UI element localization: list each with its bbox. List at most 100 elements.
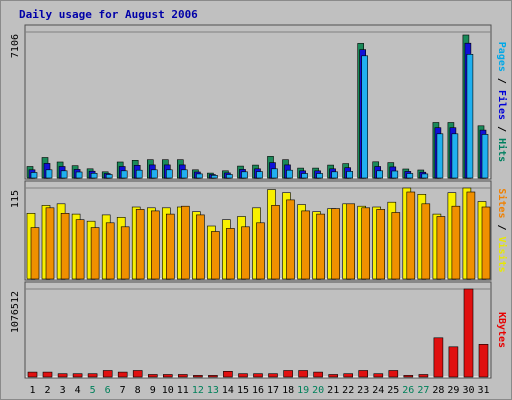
bar-visits-sites-20 bbox=[316, 213, 325, 280]
bar-kbytes-kbytes-30 bbox=[463, 288, 474, 378]
bar-visits-sites-24 bbox=[376, 209, 386, 280]
panel-visits-legend: Sites / Visits bbox=[496, 188, 508, 272]
bar-hits-pages-22 bbox=[346, 171, 354, 179]
x-tick-31: 31 bbox=[477, 385, 489, 396]
bar-visits-sites-30 bbox=[466, 191, 476, 280]
bar-kbytes-kbytes-6 bbox=[102, 370, 113, 378]
bar-kbytes-kbytes-12 bbox=[193, 375, 203, 378]
bar-visits-sites-2 bbox=[45, 207, 55, 280]
x-tick-10: 10 bbox=[162, 385, 174, 396]
bar-hits-pages-10 bbox=[166, 169, 173, 179]
bar-hits-pages-9 bbox=[151, 169, 158, 179]
bar-visits-sites-12 bbox=[196, 214, 205, 280]
bar-hits-pages-20 bbox=[316, 173, 323, 179]
x-tick-20: 20 bbox=[312, 385, 324, 396]
x-tick-11: 11 bbox=[177, 385, 189, 396]
bar-visits-sites-28 bbox=[436, 216, 446, 280]
x-tick-5: 5 bbox=[90, 385, 96, 396]
bar-visits-sites-22 bbox=[346, 203, 356, 280]
bar-hits-pages-13 bbox=[211, 175, 218, 179]
bar-kbytes-kbytes-31 bbox=[478, 343, 489, 378]
bar-visits-sites-23 bbox=[361, 207, 371, 280]
x-tick-2: 2 bbox=[44, 385, 50, 396]
bar-visits-sites-10 bbox=[166, 213, 175, 280]
bar-visits-sites-7 bbox=[120, 226, 130, 280]
bar-kbytes-kbytes-21 bbox=[328, 374, 339, 378]
bar-kbytes-kbytes-27 bbox=[418, 374, 429, 378]
x-tick-15: 15 bbox=[237, 385, 249, 396]
bar-visits-sites-31 bbox=[481, 206, 491, 280]
panel-hits-legend: Pages / Files / Hits bbox=[496, 42, 508, 162]
bar-hits-pages-24 bbox=[376, 170, 384, 179]
x-tick-9: 9 bbox=[150, 385, 156, 396]
bar-kbytes-kbytes-17 bbox=[268, 373, 278, 378]
bar-kbytes-kbytes-25 bbox=[388, 370, 399, 378]
x-tick-21: 21 bbox=[327, 385, 339, 396]
bar-hits-pages-29 bbox=[451, 133, 459, 179]
bar-visits-sites-5 bbox=[90, 227, 100, 280]
bar-hits-pages-19 bbox=[301, 173, 308, 179]
bar-kbytes-kbytes-9 bbox=[148, 374, 158, 378]
bar-visits-sites-14 bbox=[226, 228, 235, 280]
bar-hits-pages-5 bbox=[90, 173, 98, 179]
x-tick-18: 18 bbox=[282, 385, 294, 396]
bar-visits-sites-26 bbox=[406, 191, 416, 280]
x-tick-12: 12 bbox=[192, 385, 204, 396]
bar-kbytes-kbytes-15 bbox=[238, 373, 248, 378]
bar-visits-sites-17 bbox=[271, 205, 280, 280]
bar-hits-pages-18 bbox=[286, 169, 293, 179]
bar-visits-sites-16 bbox=[256, 222, 265, 280]
bar-hits-pages-4 bbox=[75, 171, 83, 179]
bar-hits-pages-27 bbox=[421, 173, 429, 179]
x-tick-27: 27 bbox=[417, 385, 429, 396]
bar-kbytes-kbytes-2 bbox=[42, 371, 53, 378]
bar-kbytes-kbytes-19 bbox=[298, 370, 308, 378]
bar-kbytes-kbytes-24 bbox=[373, 373, 384, 378]
x-tick-26: 26 bbox=[402, 385, 414, 396]
bar-visits-sites-21 bbox=[331, 208, 340, 280]
x-tick-3: 3 bbox=[60, 385, 66, 396]
bar-kbytes-kbytes-13 bbox=[208, 375, 218, 378]
bar-visits-sites-1 bbox=[30, 227, 40, 280]
bar-hits-pages-14 bbox=[226, 174, 233, 179]
bar-visits-sites-15 bbox=[241, 226, 250, 280]
bar-visits-sites-18 bbox=[286, 199, 295, 280]
x-tick-19: 19 bbox=[297, 385, 309, 396]
bar-kbytes-kbytes-1 bbox=[27, 371, 38, 378]
bar-kbytes-kbytes-7 bbox=[117, 371, 128, 378]
x-tick-25: 25 bbox=[387, 385, 399, 396]
bar-kbytes-kbytes-8 bbox=[132, 370, 143, 378]
bar-kbytes-kbytes-10 bbox=[163, 374, 173, 378]
bar-kbytes-kbytes-23 bbox=[358, 370, 369, 378]
bar-hits-pages-15 bbox=[241, 171, 248, 179]
x-tick-14: 14 bbox=[222, 385, 234, 396]
x-tick-24: 24 bbox=[372, 385, 384, 396]
panel-kbytes-legend: KBytes bbox=[496, 312, 507, 348]
panel-hits-ymax-label: 7106 bbox=[10, 34, 21, 58]
bar-hits-pages-1 bbox=[30, 172, 38, 179]
bar-hits-pages-12 bbox=[196, 173, 203, 179]
bar-hits-pages-25 bbox=[391, 170, 399, 179]
x-tick-28: 28 bbox=[432, 385, 444, 396]
bar-visits-sites-11 bbox=[181, 205, 190, 280]
bar-kbytes-kbytes-20 bbox=[313, 371, 323, 378]
bar-visits-sites-29 bbox=[451, 205, 461, 280]
bar-visits-sites-27 bbox=[421, 203, 431, 280]
x-tick-7: 7 bbox=[120, 385, 126, 396]
x-tick-16: 16 bbox=[252, 385, 264, 396]
bar-visits-sites-25 bbox=[391, 212, 401, 280]
bar-visits-sites-13 bbox=[211, 231, 220, 280]
x-tick-22: 22 bbox=[342, 385, 354, 396]
x-tick-4: 4 bbox=[75, 385, 81, 396]
bar-kbytes-kbytes-16 bbox=[253, 373, 263, 378]
bar-hits-pages-30 bbox=[466, 53, 474, 179]
bar-visits-sites-3 bbox=[60, 213, 70, 280]
bar-visits-sites-9 bbox=[151, 210, 160, 280]
bar-kbytes-kbytes-18 bbox=[283, 370, 293, 378]
bar-hits-pages-7 bbox=[120, 170, 128, 179]
bar-kbytes-kbytes-26 bbox=[403, 375, 414, 378]
x-tick-1: 1 bbox=[29, 385, 35, 396]
panel-kbytes-box bbox=[24, 281, 492, 379]
bar-kbytes-kbytes-4 bbox=[72, 373, 83, 378]
